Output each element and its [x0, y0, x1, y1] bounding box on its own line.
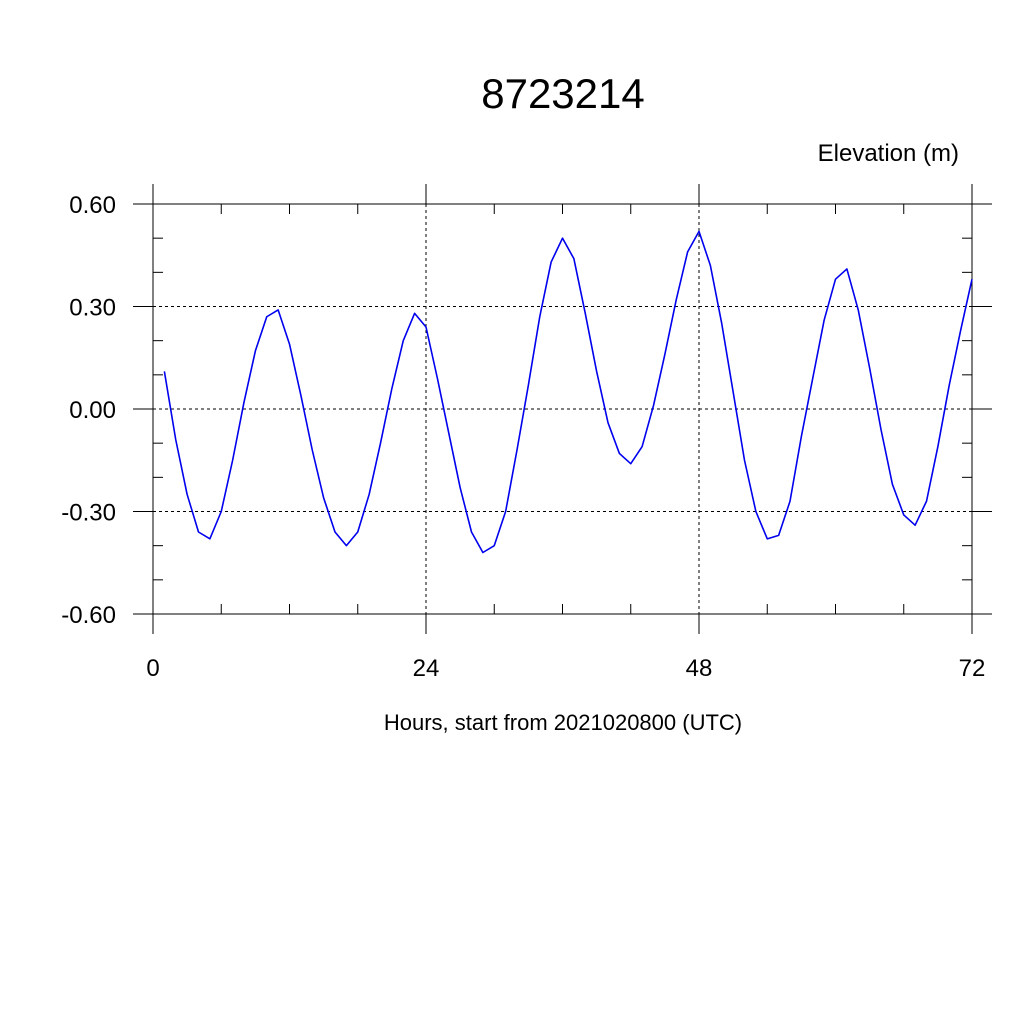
series-layer [163, 230, 973, 554]
y-tick-label-3: 0.30 [69, 295, 116, 322]
y-axis-label: Elevation (m) [818, 140, 959, 167]
x-axis-label: Hours, start from 2021020800 (UTC) [384, 710, 742, 735]
x-tick-label-2: 48 [686, 655, 713, 682]
y-tick-label-1: -0.30 [61, 500, 116, 527]
x-tick-label-0: 0 [146, 655, 159, 682]
grid [152, 203, 973, 615]
y-tick-label-2: 0.00 [69, 397, 116, 424]
tick-labels: 0 24 48 72 -0.60 -0.30 0.00 0.30 0.60 [61, 192, 985, 682]
chart-title: 8723214 [481, 70, 645, 117]
series-line-0 [163, 230, 973, 554]
x-tick-label-3: 72 [959, 655, 986, 682]
y-tick-label-0: -0.60 [61, 602, 116, 629]
axis-ticks [133, 184, 992, 634]
x-tick-label-1: 24 [413, 655, 440, 682]
y-tick-label-4: 0.60 [69, 192, 116, 219]
